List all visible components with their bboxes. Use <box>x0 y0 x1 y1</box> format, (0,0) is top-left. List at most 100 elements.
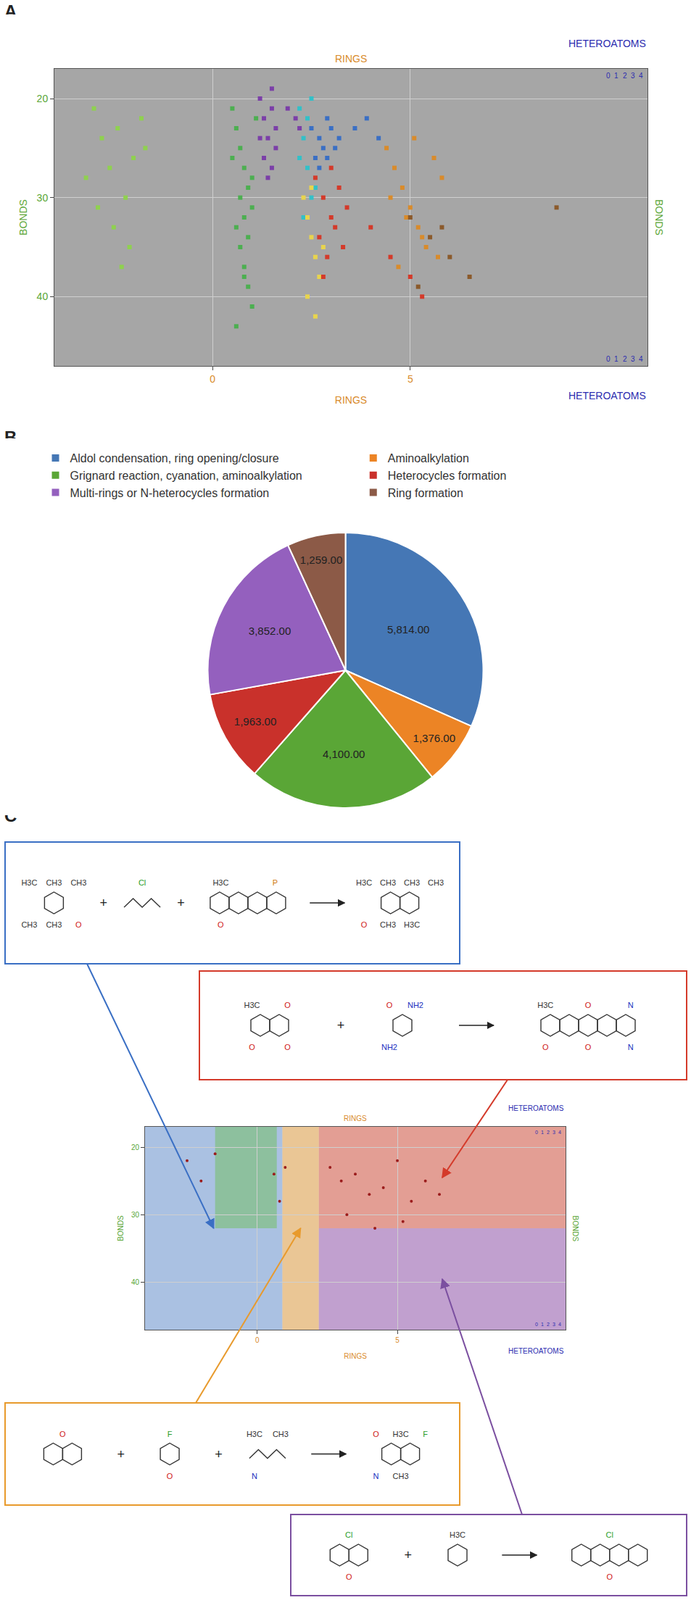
svg-text:1,963.00: 1,963.00 <box>234 715 277 728</box>
svg-text:BONDS: BONDS <box>17 199 30 236</box>
svg-text:O: O <box>386 1001 393 1011</box>
svg-text:20: 20 <box>36 92 49 105</box>
svg-text:1: 1 <box>614 71 619 80</box>
svg-text:NH2: NH2 <box>381 1043 398 1053</box>
svg-text:4: 4 <box>638 355 644 364</box>
svg-text:Heterocycles formation: Heterocycles formation <box>387 469 507 483</box>
svg-text:4,100.00: 4,100.00 <box>322 748 365 761</box>
svg-text:NH2: NH2 <box>407 1001 424 1011</box>
svg-text:0: 0 <box>535 1130 539 1136</box>
svg-text:O: O <box>542 1043 549 1053</box>
svg-text:0: 0 <box>606 71 611 80</box>
svg-text:CH3: CH3 <box>21 920 37 930</box>
svg-text:O: O <box>59 1430 66 1440</box>
svg-text:RINGS: RINGS <box>343 1115 367 1124</box>
svg-text:Grignard reaction, cyanation,: Grignard reaction, cyanation, aminoalkyl… <box>70 469 303 483</box>
svg-text:BONDS: BONDS <box>653 199 665 236</box>
svg-text:Cl: Cl <box>345 1531 353 1541</box>
svg-text:CH3: CH3 <box>272 1430 289 1440</box>
svg-text:HETEROATOMS: HETEROATOMS <box>568 37 647 50</box>
svg-text:0: 0 <box>209 373 216 386</box>
svg-text:3: 3 <box>552 1322 556 1328</box>
svg-text:1: 1 <box>540 1130 544 1136</box>
svg-text:H3C: H3C <box>537 1001 554 1011</box>
svg-text:3: 3 <box>552 1130 556 1136</box>
svg-text:O: O <box>345 1573 353 1583</box>
svg-text:Ring formation: Ring formation <box>387 487 464 500</box>
svg-text:2: 2 <box>622 355 628 364</box>
svg-text:RINGS: RINGS <box>334 52 367 65</box>
svg-text:H3C: H3C <box>356 878 372 888</box>
svg-text:O: O <box>284 1001 291 1011</box>
svg-text:+: + <box>176 896 185 911</box>
svg-text:N: N <box>251 1472 258 1482</box>
svg-text:Cl: Cl <box>606 1531 614 1541</box>
svg-text:0: 0 <box>606 355 611 364</box>
svg-text:N: N <box>373 1472 380 1482</box>
svg-text:O: O <box>585 1001 592 1011</box>
svg-text:O: O <box>248 1043 256 1053</box>
svg-text:HETEROATOMS: HETEROATOMS <box>568 390 647 402</box>
svg-text:CH3: CH3 <box>45 878 62 888</box>
svg-text:BONDS: BONDS <box>571 1216 580 1243</box>
svg-text:CH3: CH3 <box>379 920 396 930</box>
svg-text:CH3: CH3 <box>427 878 444 888</box>
svg-text:O: O <box>217 920 225 930</box>
svg-text:Aldol condensation, ring openi: Aldol condensation, ring opening/closure <box>70 452 280 465</box>
svg-text:H3C: H3C <box>246 1430 263 1440</box>
svg-text:4: 4 <box>558 1322 562 1328</box>
svg-text:2: 2 <box>546 1322 550 1328</box>
svg-text:CH3: CH3 <box>379 878 396 888</box>
svg-text:RINGS: RINGS <box>343 1352 367 1361</box>
svg-text:30: 30 <box>131 1211 140 1220</box>
svg-text:O: O <box>284 1043 291 1053</box>
svg-text:1,259.00: 1,259.00 <box>300 553 343 567</box>
svg-text:Aminoalkylation: Aminoalkylation <box>387 452 470 465</box>
svg-text:CH3: CH3 <box>45 920 62 930</box>
svg-text:H3C: H3C <box>449 1531 466 1541</box>
svg-text:1: 1 <box>614 355 619 364</box>
svg-text:O: O <box>75 920 82 930</box>
svg-text:+: + <box>337 1018 346 1034</box>
svg-text:3,852.00: 3,852.00 <box>248 625 291 638</box>
svg-text:2: 2 <box>622 71 628 80</box>
svg-text:1: 1 <box>540 1322 544 1328</box>
svg-text:O: O <box>585 1043 592 1053</box>
svg-text:H3C: H3C <box>21 878 37 888</box>
svg-text:0: 0 <box>255 1337 260 1346</box>
svg-text:F: F <box>422 1430 428 1440</box>
svg-text:P: P <box>272 878 278 888</box>
svg-text:3: 3 <box>630 71 636 80</box>
svg-text:Cl: Cl <box>138 878 146 888</box>
svg-text:O: O <box>606 1573 613 1583</box>
svg-text:0: 0 <box>535 1322 539 1328</box>
svg-text:O: O <box>166 1472 174 1482</box>
svg-text:RINGS: RINGS <box>334 394 367 407</box>
svg-text:H3C: H3C <box>243 1001 260 1011</box>
svg-text:BONDS: BONDS <box>116 1215 125 1243</box>
svg-text:N: N <box>627 1001 634 1011</box>
svg-text:Multi-rings or N-heterocycles: Multi-rings or N-heterocycles formation <box>70 487 270 500</box>
svg-text:40: 40 <box>131 1279 140 1288</box>
svg-text:+: + <box>99 896 108 911</box>
svg-text:1,376.00: 1,376.00 <box>413 732 456 745</box>
svg-text:30: 30 <box>36 192 49 204</box>
svg-text:O: O <box>361 920 368 930</box>
svg-text:+: + <box>403 1548 412 1564</box>
svg-text:5: 5 <box>407 373 414 386</box>
svg-text:CH3: CH3 <box>392 1472 409 1482</box>
svg-text:4: 4 <box>638 71 644 80</box>
svg-text:+: + <box>214 1447 223 1463</box>
svg-text:CH3: CH3 <box>403 878 420 888</box>
svg-text:+: + <box>116 1447 125 1463</box>
svg-text:H3C: H3C <box>392 1430 409 1440</box>
svg-text:40: 40 <box>36 290 49 303</box>
svg-text:N: N <box>627 1043 634 1053</box>
svg-text:5,814.00: 5,814.00 <box>387 623 430 636</box>
svg-text:H3C: H3C <box>403 920 420 930</box>
svg-text:CH3: CH3 <box>70 878 87 888</box>
svg-text:5: 5 <box>395 1337 400 1346</box>
svg-text:H3C: H3C <box>212 878 229 888</box>
svg-text:3: 3 <box>630 355 636 364</box>
svg-text:O: O <box>372 1430 380 1440</box>
